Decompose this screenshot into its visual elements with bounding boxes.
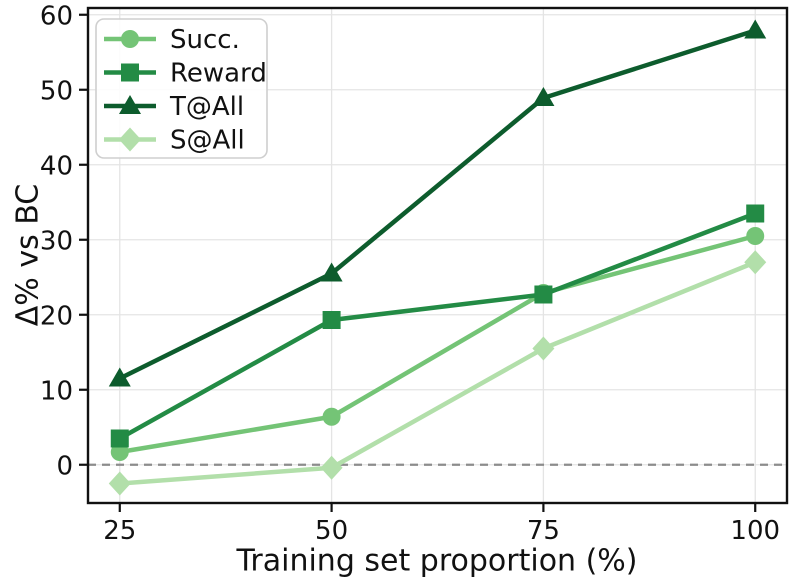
legend-marker-s-all xyxy=(119,127,141,152)
marker-t-all-75 xyxy=(532,87,555,106)
y-tick-label-50: 50 xyxy=(40,76,73,106)
x-tick-label-100: 100 xyxy=(730,516,780,546)
series-t-all xyxy=(108,19,767,387)
x-tick-label-25: 25 xyxy=(103,516,136,546)
y-tick-label-10: 10 xyxy=(40,376,73,406)
series-reward xyxy=(110,204,765,448)
line-t-all xyxy=(117,28,758,381)
y-axis-label: Δ% vs BC xyxy=(10,183,46,327)
y-tick-label-40: 40 xyxy=(40,151,73,181)
marker-s-all-25 xyxy=(108,471,131,496)
x-tick-label-50: 50 xyxy=(315,516,348,546)
marker-reward-50 xyxy=(322,311,341,329)
marker-succ-50 xyxy=(322,407,341,426)
legend-marker-reward xyxy=(121,63,139,82)
marker-t-all-100 xyxy=(744,19,767,39)
y-tick-label-0: 0 xyxy=(56,451,73,481)
marker-t-all-25 xyxy=(108,367,131,387)
legend-marker-succ xyxy=(121,30,139,48)
legend-item-succ: Succ. xyxy=(104,25,240,55)
y-tick-label-20: 20 xyxy=(40,301,73,331)
plot-border xyxy=(86,6,789,505)
marker-reward-75 xyxy=(534,285,553,304)
y-tick-label-60: 60 xyxy=(40,1,73,31)
legend-label-reward: Reward xyxy=(170,59,267,89)
marker-t-all-50 xyxy=(320,262,343,282)
x-axis-label: Training set proportion (%) xyxy=(236,543,638,579)
line-s-all xyxy=(117,260,758,486)
marker-succ-100 xyxy=(746,227,765,245)
legend-label-t-all: T@All xyxy=(169,92,244,122)
legend-item-t-all: T@All xyxy=(104,92,244,122)
legend-box xyxy=(95,18,268,159)
marker-s-all-100 xyxy=(744,250,767,275)
series-succ xyxy=(110,227,765,461)
marker-s-all-50 xyxy=(320,455,343,480)
line-reward xyxy=(117,211,758,441)
line-succ xyxy=(117,233,758,455)
legend-item-s-all: S@All xyxy=(104,126,245,156)
marker-s-all-75 xyxy=(532,336,555,361)
marker-reward-25 xyxy=(110,429,129,448)
legend-marker-t-all xyxy=(119,95,141,114)
marker-reward-100 xyxy=(746,204,765,223)
legend-label-succ: Succ. xyxy=(170,25,240,55)
legend-label-s-all: S@All xyxy=(170,126,245,156)
series-s-all xyxy=(108,250,767,496)
legend-item-reward: Reward xyxy=(104,59,267,89)
y-tick-label-30: 30 xyxy=(40,226,73,256)
x-tick-label-75: 75 xyxy=(527,516,560,546)
ticks: 25 50 75 100 0 10 20 30 40 50 60 xyxy=(40,1,780,546)
